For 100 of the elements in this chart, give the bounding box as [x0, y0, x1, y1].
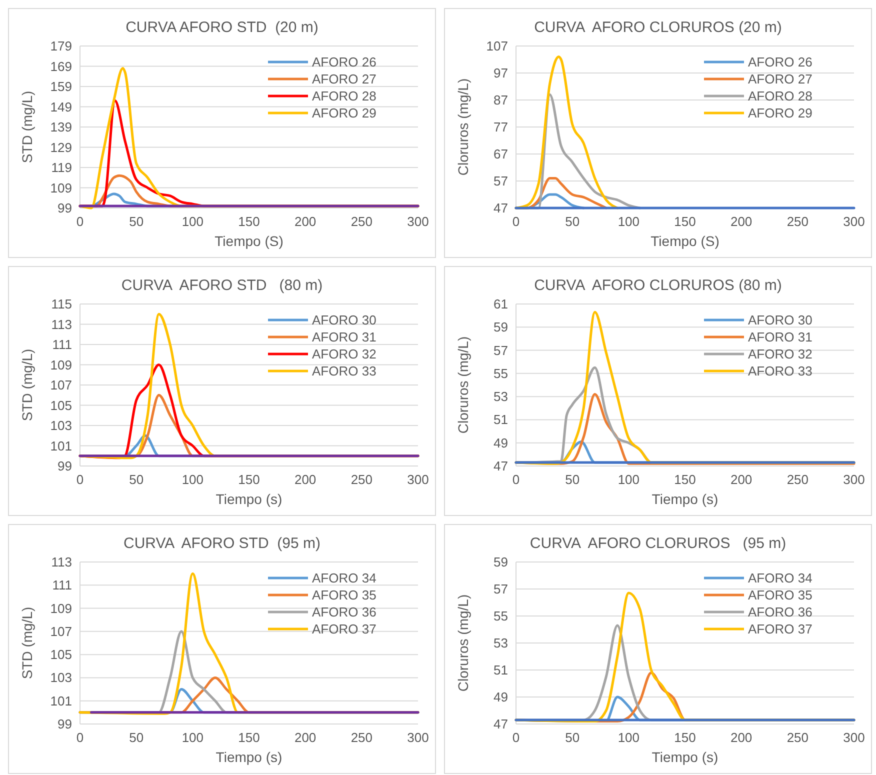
- y-tick-label: 109: [50, 180, 72, 196]
- y-tick-label: 47: [494, 200, 508, 216]
- legend-label: AFORO 29: [312, 106, 376, 120]
- x-tick-label: 300: [843, 472, 865, 487]
- y-tick-label: 111: [52, 337, 72, 352]
- y-tick-label: 51: [494, 662, 508, 678]
- x-tick-label: 300: [407, 730, 429, 745]
- x-tick-label: 250: [350, 730, 373, 745]
- x-tick-label: 150: [238, 214, 260, 229]
- x-tick-label: 200: [294, 730, 316, 745]
- x-tick-label: 0: [512, 472, 520, 487]
- x-tick-label: 0: [512, 730, 520, 745]
- y-tick-label: 47: [494, 458, 508, 474]
- x-tick-label: 250: [350, 214, 373, 229]
- y-tick-label: 105: [50, 398, 72, 413]
- x-tick-label: 50: [565, 730, 580, 745]
- x-tick-label: 200: [294, 214, 316, 229]
- x-tick-label: 150: [674, 472, 696, 487]
- x-tick-label: 200: [730, 214, 752, 229]
- y-tick-label: 67: [494, 146, 508, 162]
- legend-label: AFORO 27: [312, 72, 376, 86]
- y-axis-title: Cloruros (mg/L): [455, 78, 471, 176]
- chart-title: CURVA AFORO CLORUROS (80 m): [534, 277, 782, 294]
- legend-label: AFORO 33: [312, 364, 376, 378]
- legend-label: AFORO 28: [312, 88, 376, 104]
- y-tick-label: 103: [50, 418, 72, 433]
- x-tick-label: 100: [618, 730, 640, 745]
- y-tick-label: 109: [50, 357, 72, 372]
- y-tick-label: 61: [494, 296, 508, 312]
- x-axis-title: Tiempo (s): [652, 749, 718, 765]
- y-tick-label: 105: [50, 647, 72, 662]
- legend-label: AFORO 30: [748, 312, 812, 328]
- x-tick-label: 250: [786, 214, 809, 229]
- y-tick-label: 99: [58, 716, 72, 732]
- y-tick-label: 53: [494, 636, 508, 650]
- x-tick-label: 300: [843, 730, 865, 745]
- x-tick-label: 0: [76, 472, 84, 487]
- legend-label: AFORO 34: [748, 570, 812, 586]
- x-tick-label: 300: [843, 214, 865, 229]
- x-tick-label: 50: [129, 472, 144, 487]
- y-tick-label: 101: [50, 693, 72, 708]
- y-tick-label: 113: [51, 554, 72, 570]
- y-tick-label: 169: [50, 58, 72, 74]
- y-tick-label: 55: [494, 608, 508, 624]
- x-tick-label: 50: [565, 472, 580, 487]
- legend-label: AFORO 26: [312, 54, 376, 70]
- legend-label: AFORO 31: [748, 330, 812, 344]
- y-tick-label: 77: [494, 120, 508, 134]
- y-tick-label: 115: [51, 296, 72, 312]
- x-axis-title: Tiempo (S): [650, 233, 720, 249]
- y-tick-label: 149: [50, 99, 72, 114]
- x-tick-label: 250: [786, 472, 809, 487]
- y-tick-label: 49: [494, 435, 508, 450]
- y-tick-label: 129: [50, 140, 72, 155]
- legend-label: AFORO 30: [312, 312, 376, 328]
- x-tick-label: 0: [76, 214, 84, 229]
- y-tick-label: 59: [494, 320, 508, 335]
- y-tick-label: 103: [50, 670, 72, 686]
- x-tick-label: 50: [129, 730, 144, 745]
- y-tick-label: 159: [50, 79, 72, 94]
- legend-label: AFORO 36: [312, 604, 376, 620]
- legend-label: AFORO 35: [312, 588, 376, 602]
- x-tick-label: 150: [238, 730, 260, 745]
- y-tick-label: 55: [494, 366, 508, 381]
- legend-label: AFORO 36: [748, 604, 812, 620]
- legend-label: AFORO 26: [748, 54, 812, 70]
- y-tick-label: 57: [494, 174, 508, 188]
- y-tick-label: 107: [50, 378, 72, 392]
- y-tick-label: 97: [494, 66, 508, 80]
- x-tick-label: 200: [294, 472, 316, 487]
- y-tick-label: 59: [494, 554, 508, 570]
- x-tick-label: 200: [730, 730, 752, 745]
- x-tick-label: 50: [565, 214, 580, 229]
- y-axis-title: STD (mg/L): [19, 90, 35, 164]
- legend-label: AFORO 34: [312, 570, 376, 586]
- y-tick-label: 119: [51, 160, 72, 175]
- x-axis-title: Tiempo (S): [214, 233, 284, 249]
- y-tick-label: 57: [494, 342, 508, 358]
- x-tick-label: 150: [674, 214, 696, 229]
- y-axis-title: STD (mg/L): [19, 348, 35, 422]
- x-tick-label: 100: [182, 730, 204, 745]
- y-tick-label: 53: [494, 389, 508, 404]
- x-tick-label: 200: [730, 472, 752, 487]
- line-series: [514, 56, 619, 210]
- x-axis-title: Tiempo (s): [216, 749, 282, 765]
- x-tick-label: 0: [76, 730, 84, 745]
- legend-label: AFORO 33: [748, 364, 812, 378]
- legend-label: AFORO 31: [312, 330, 376, 344]
- y-tick-label: 99: [58, 200, 72, 216]
- x-tick-label: 300: [407, 472, 429, 487]
- y-tick-label: 107: [50, 624, 72, 639]
- legend-label: AFORO 28: [748, 88, 812, 104]
- y-axis-title: Cloruros (mg/L): [455, 594, 471, 692]
- y-axis-title: Cloruros (mg/L): [455, 336, 471, 434]
- legend-label: AFORO 29: [748, 106, 812, 120]
- chart-title: CURVA AFORO CLORUROS (20 m): [534, 19, 782, 36]
- x-tick-label: 100: [182, 214, 204, 229]
- x-tick-label: 300: [407, 214, 429, 229]
- legend-label: AFORO 32: [312, 346, 376, 362]
- chart-title: CURVA AFORO CLORUROS (95 m): [530, 535, 786, 552]
